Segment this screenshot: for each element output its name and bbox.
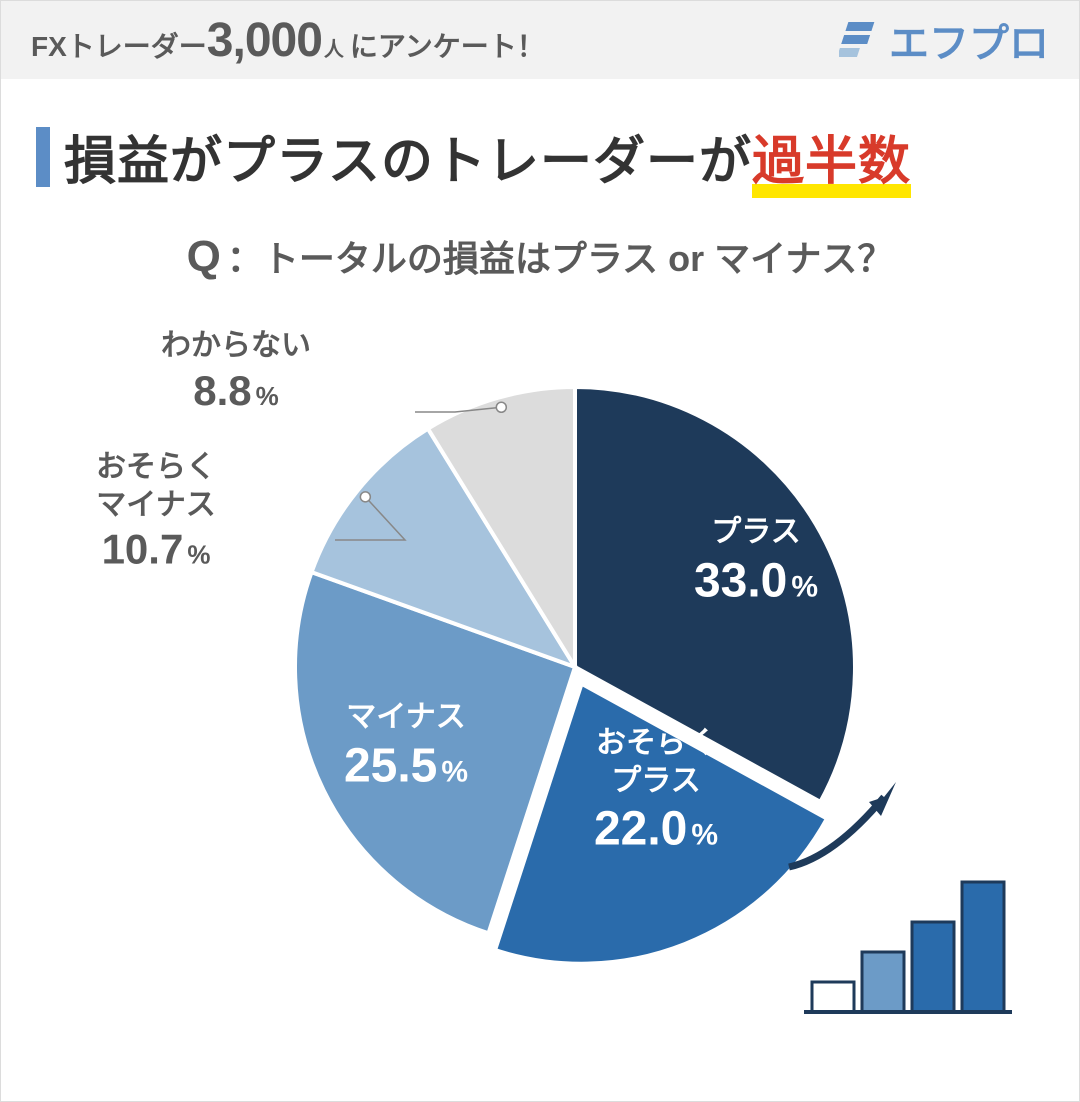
question: Q：トータルの損益はプラス or マイナス？ — [36, 230, 1044, 282]
decor-bar — [862, 952, 904, 1012]
survey-count: 3,000 — [207, 13, 322, 68]
headline-accent-bar — [36, 127, 50, 187]
main-content: 損益がプラスのトレーダーが過半数 Q：トータルの損益はプラス or マイナス？ … — [1, 79, 1079, 1032]
brand-name: エフプロ — [889, 11, 1049, 69]
brand-logo-icon — [839, 20, 879, 60]
leader-dot — [496, 402, 506, 412]
survey-unit: 人 — [324, 33, 344, 62]
bar-chart-icon — [802, 862, 1032, 1022]
survey-suffix: にアンケート！ — [350, 25, 545, 65]
pie-chart: プラス33.0%おそらくプラス22.0%マイナス25.5%おそらくマイナス10.… — [36, 302, 1044, 1032]
decor-bar — [812, 982, 854, 1012]
decor-bar — [962, 882, 1004, 1012]
growth-arrow-icon — [784, 782, 904, 872]
headline-emphasis: 過半数 — [752, 119, 911, 194]
headline: 損益がプラスのトレーダーが過半数 — [36, 119, 1044, 194]
survey-title: FXトレーダー 3,000 人 にアンケート！ — [31, 13, 545, 68]
leader-dot — [360, 492, 370, 502]
survey-prefix: FXトレーダー — [31, 25, 207, 65]
header-bar: FXトレーダー 3,000 人 にアンケート！ エフプロ — [1, 1, 1079, 79]
brand-logo: エフプロ — [839, 11, 1049, 69]
headline-text: 損益がプラスのトレーダーが過半数 — [64, 119, 911, 194]
question-q: Q — [187, 232, 221, 281]
decor-bar — [912, 922, 954, 1012]
headline-plain: 損益がプラスのトレーダーが — [64, 133, 752, 191]
question-text: ：トータルの損益はプラス or マイナス？ — [227, 238, 894, 279]
